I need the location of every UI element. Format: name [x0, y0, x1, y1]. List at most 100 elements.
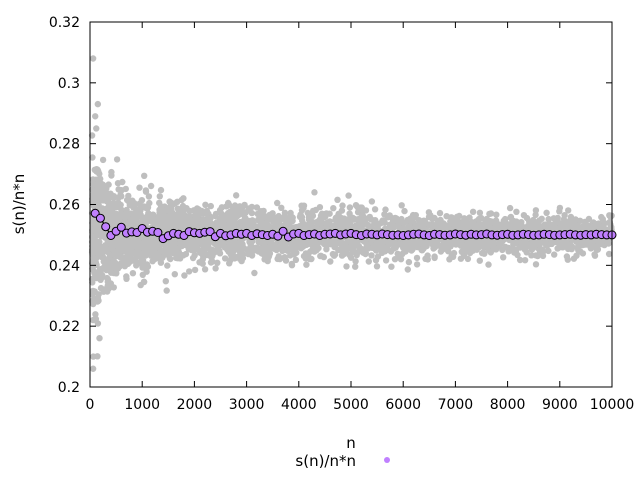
scatter-point [540, 221, 548, 229]
scatter-point [436, 209, 444, 217]
scatter-point [506, 223, 513, 231]
scatter-point [157, 203, 165, 210]
scatter-point [115, 186, 122, 193]
scatter-point [599, 216, 606, 223]
scatter-point [506, 204, 514, 212]
scatter-point [223, 203, 230, 210]
scatter-point [412, 222, 419, 229]
scatter-point [338, 219, 345, 226]
scatter-point [413, 254, 421, 262]
scatter-point [123, 255, 130, 262]
scatter-point [431, 242, 438, 250]
scatter-point [180, 195, 187, 202]
scatter-point [136, 184, 143, 191]
scatter-point [469, 220, 476, 227]
scatter-point [233, 243, 240, 250]
scatter-point [110, 200, 117, 207]
scatter-point [574, 244, 581, 251]
x-tick-label: 10000 [590, 397, 635, 413]
scatter-point [332, 241, 339, 249]
scatter-point [597, 240, 605, 248]
scatter-point [163, 287, 170, 294]
scatter-point [512, 249, 519, 256]
scatter-point [164, 262, 171, 269]
scatter-point [493, 211, 500, 218]
scatter-point [585, 215, 593, 223]
scatter-point [445, 248, 452, 255]
scatter-point [555, 237, 562, 245]
scatter-point [89, 219, 96, 227]
scatter-point [214, 259, 221, 266]
scatter-point [565, 207, 572, 214]
scatter-point [488, 218, 495, 225]
scatter-point [262, 214, 270, 221]
scatter-point [373, 263, 381, 270]
scatter-point [551, 251, 558, 258]
scatter-point [538, 251, 545, 258]
scatter-point [400, 219, 407, 227]
scatter-point [182, 250, 190, 258]
scatter-point [500, 254, 507, 261]
scatter-point [171, 245, 178, 252]
scatter-point [318, 215, 325, 223]
scatter-point [95, 273, 103, 280]
scatter-point [485, 224, 492, 231]
scatter-point [175, 251, 182, 258]
scatter-point [89, 191, 96, 199]
scatter-point [106, 215, 113, 222]
scatter-point [89, 176, 97, 183]
scatter-point [262, 244, 269, 251]
legend-label: s(n)/n*n [295, 452, 356, 470]
scatter-point [92, 311, 99, 318]
scatter-point [604, 238, 612, 245]
scatter-point [266, 250, 274, 257]
scatter-point [366, 213, 373, 221]
scatter-point [288, 262, 296, 269]
scatter-point [299, 217, 306, 224]
scatter-point [459, 219, 467, 226]
scatter-point [129, 270, 137, 277]
scatter-point [316, 204, 324, 211]
scatter-point [551, 220, 558, 227]
scatter-point [338, 252, 346, 259]
scatter-point [587, 244, 594, 251]
scatter-point [251, 245, 259, 253]
scatter-point [133, 260, 140, 267]
scatter-point [413, 261, 421, 268]
scatter-point [239, 223, 246, 230]
scatter-point [532, 252, 540, 259]
scatter-point [105, 285, 113, 292]
scatter-point [321, 237, 328, 244]
scatter-point [304, 252, 312, 260]
scatter-point [576, 217, 584, 224]
scatter-point [556, 224, 563, 232]
scatter-point [383, 244, 390, 251]
scatter-point [202, 201, 209, 208]
scatter-point [160, 210, 167, 217]
scatter-point [330, 205, 337, 212]
scatter-point [173, 220, 180, 227]
scatter-point [281, 209, 289, 216]
scatter-point [532, 261, 540, 268]
scatter-point [505, 248, 512, 255]
scatter-point [273, 214, 281, 222]
scatter-point [431, 253, 438, 260]
scatter-point [440, 238, 447, 245]
scatter-point [384, 214, 391, 221]
scatter-point [398, 202, 405, 209]
scatter-point [532, 207, 540, 214]
scatter-point [478, 221, 485, 228]
scatter-point [475, 215, 483, 223]
scatter-point [238, 239, 245, 247]
scatter-point-outlier [89, 55, 97, 62]
scatter-point [212, 265, 219, 272]
scatter-point [113, 156, 121, 163]
y-tick-label: 0.32 [49, 15, 80, 31]
x-tick-label: 2000 [177, 397, 213, 413]
y-tick-label: 0.28 [49, 137, 80, 153]
scatter-point [127, 210, 135, 217]
scatter-point [239, 245, 247, 252]
scatter-point [253, 204, 261, 211]
scatter-point [180, 215, 187, 222]
y-tick-label: 0.26 [49, 198, 80, 214]
